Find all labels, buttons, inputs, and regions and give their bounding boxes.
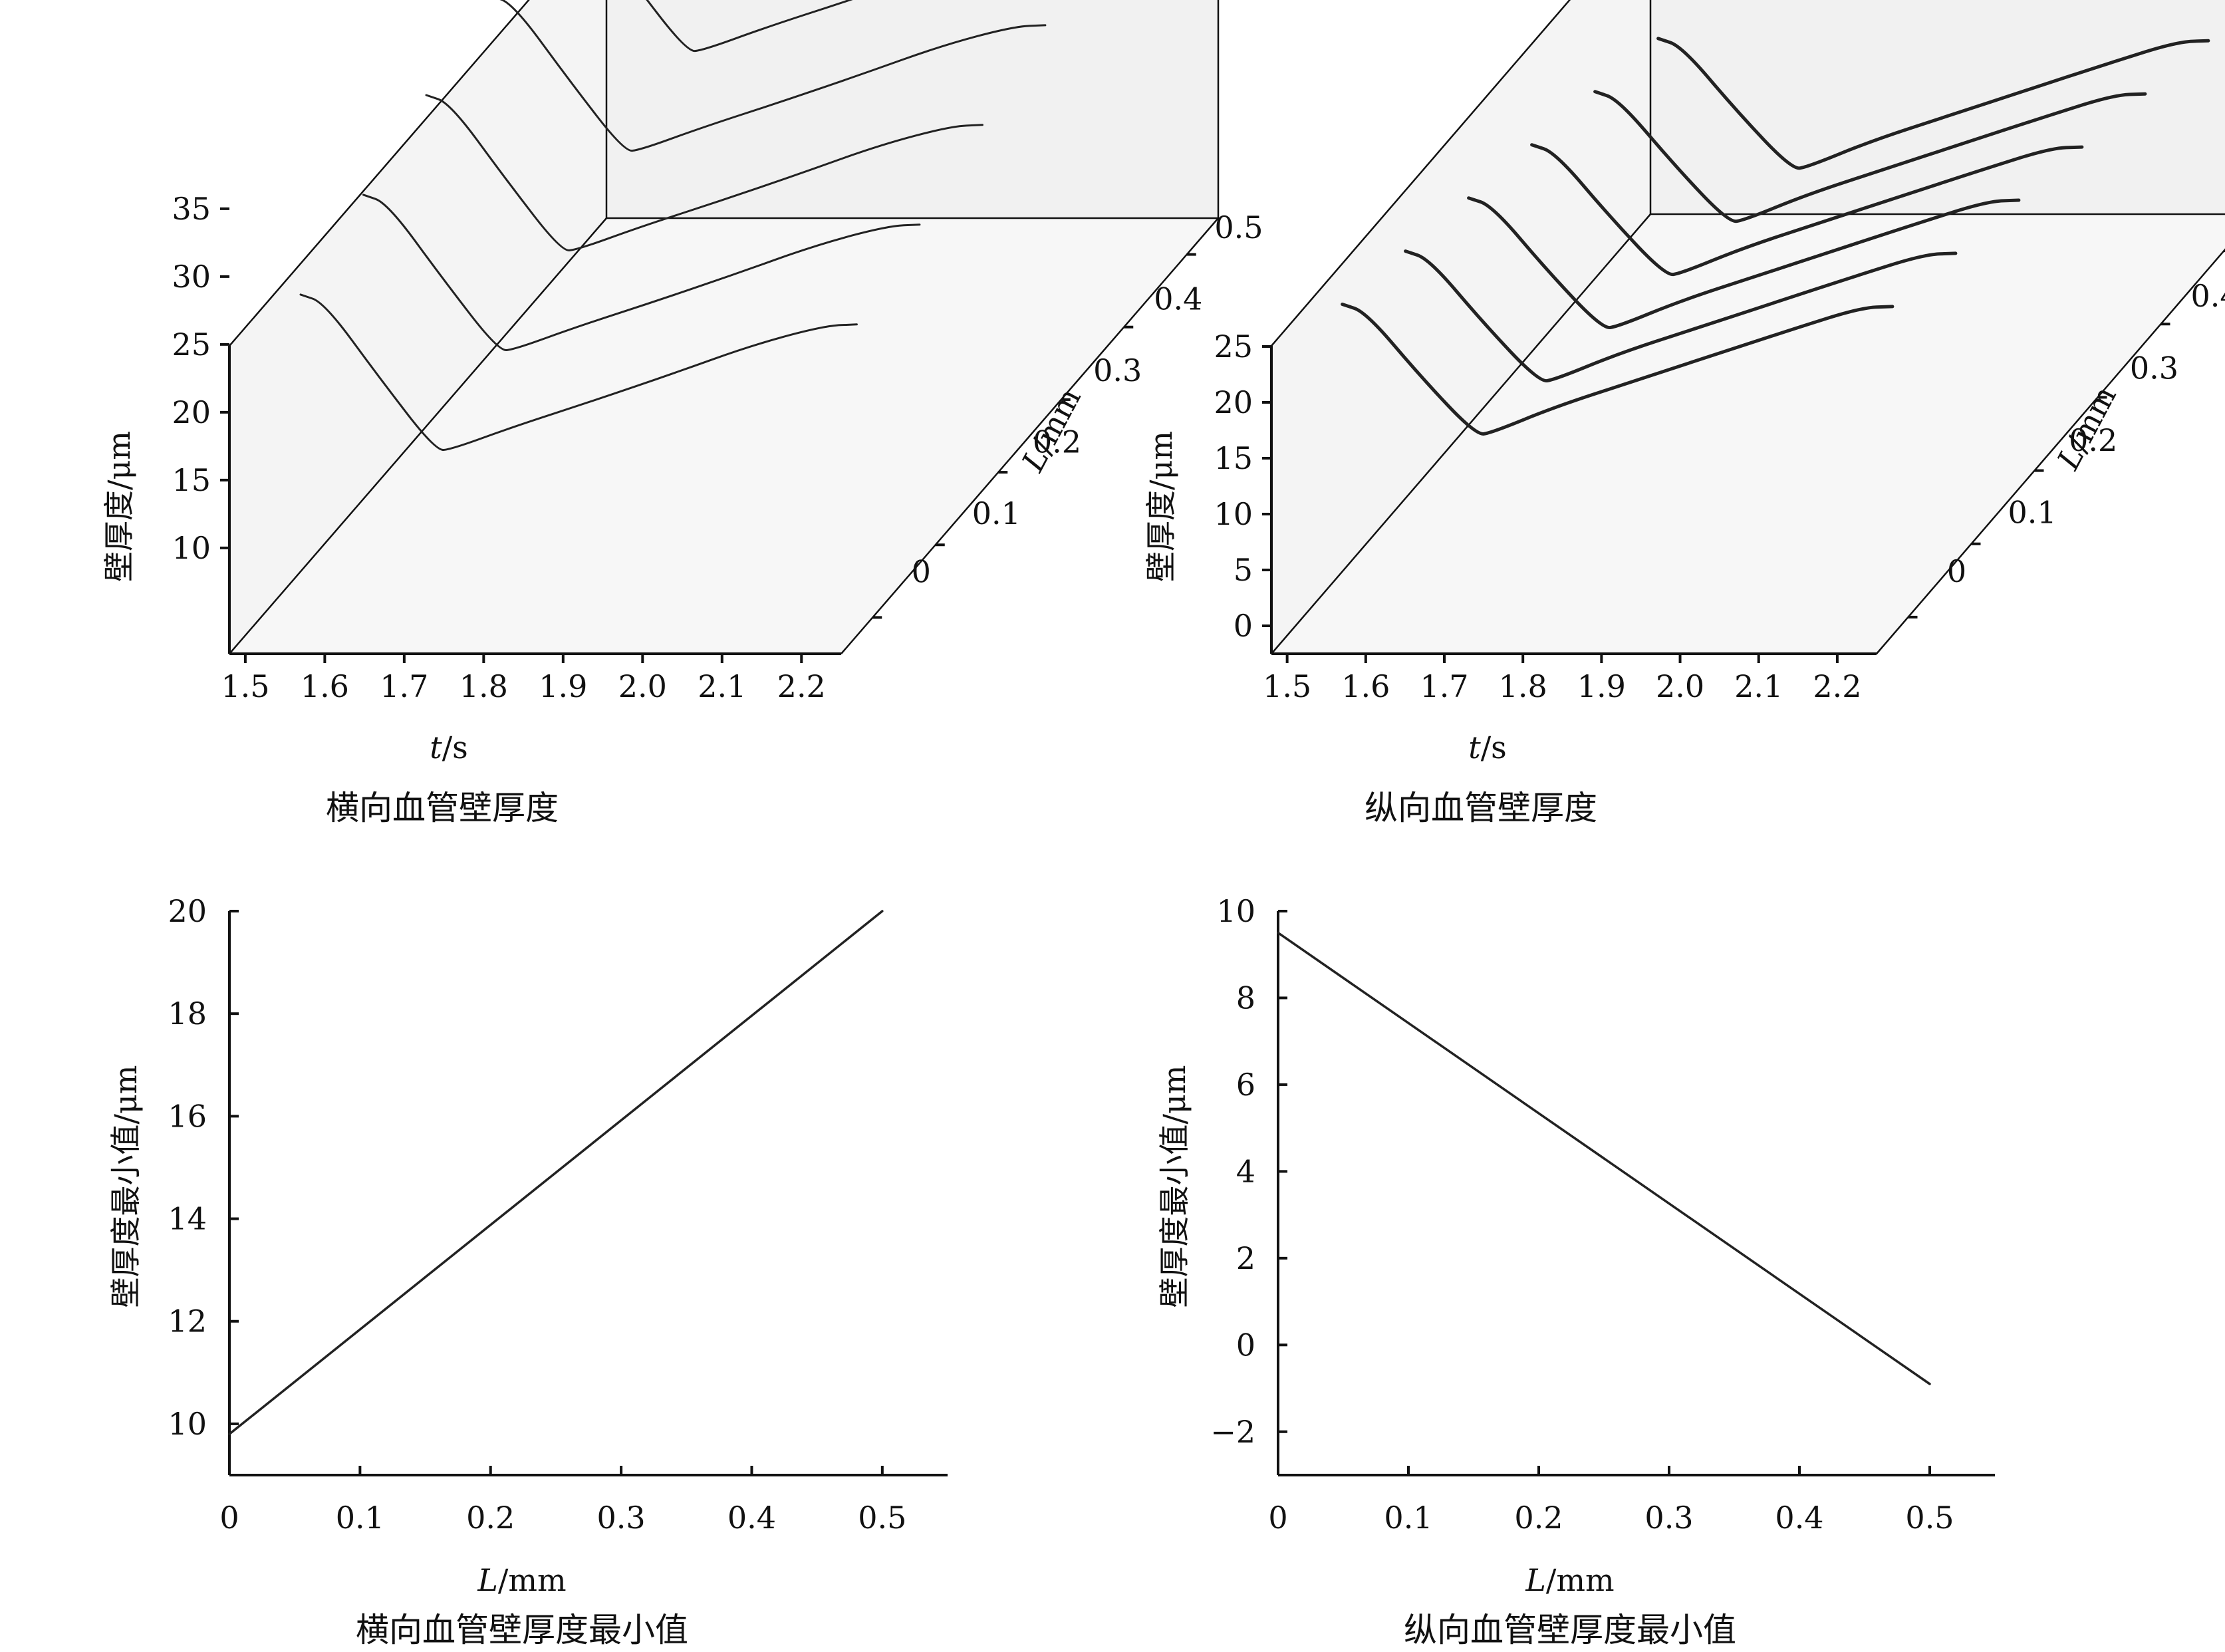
- x-tick-label: 2.0: [1656, 668, 1704, 704]
- z-tick-label: 10: [1214, 496, 1253, 532]
- back-wall: [1650, 0, 2225, 214]
- y-tick-label: 10: [1216, 893, 1255, 929]
- y-tick-label: −2: [1210, 1414, 1255, 1450]
- y-tick-label: 0: [1236, 1327, 1255, 1363]
- x-tick-label: 1.8: [459, 668, 508, 704]
- L-tick-label: 0: [1947, 553, 1966, 589]
- z-tick-label: 25: [172, 327, 211, 362]
- x-axis-title: t/s: [430, 730, 468, 765]
- z-tick-label: 10: [172, 530, 211, 566]
- x-tick-label: 2.0: [618, 668, 667, 704]
- L-tick-label: 0.3: [2130, 350, 2178, 386]
- y-tick-label: 12: [168, 1304, 207, 1339]
- chart-3d-transverse: 1.5 1.6 1.7 1.8 1.9 2.0 2.1 2.2 10 15 20 25 30 35 0 0.1…: [101, 0, 1263, 827]
- y-tick-label: 4: [1236, 1153, 1255, 1189]
- z-tick-label: 0: [1234, 608, 1253, 644]
- L-tick-label: 0.5: [1214, 209, 1263, 245]
- y-tick-label: 16: [168, 1098, 207, 1134]
- series-line: [1278, 933, 1930, 1384]
- x-tick-label: 0.4: [1775, 1500, 1823, 1536]
- chart-2d-longitudinal-min: 0 0.1 0.2 0.3 0.4 0.5 −2 0 2 4 6 8 10 L/mm 壁厚度最小值/μm 纵向…: [1156, 893, 1995, 1649]
- x-axis-title: L/mm: [477, 1562, 566, 1598]
- x-tick-label: 2.1: [1734, 668, 1783, 704]
- y-tick-label: 8: [1236, 980, 1255, 1016]
- chart-2d-transverse-min: 0 0.1 0.2 0.3 0.4 0.5 10 12 14 16 18 20 L/mm 壁厚度最小值/μ…: [108, 893, 948, 1649]
- x-tick-label: 0.1: [336, 1500, 384, 1536]
- x-tick-label: 0.5: [858, 1500, 906, 1536]
- x-tick-label: 0.5: [1905, 1500, 1954, 1536]
- L-tick-label: 0: [912, 553, 931, 589]
- x-tick-label: 0.2: [1514, 1500, 1563, 1536]
- panel-caption: 横向血管壁厚度: [326, 789, 559, 827]
- x-tick-label: 0.4: [727, 1500, 776, 1536]
- z-tick-label: 35: [172, 191, 211, 227]
- y-tick-label: 10: [168, 1406, 207, 1442]
- z-axis-title: 壁厚度/μm: [1143, 431, 1179, 582]
- x-tick-label: 2.1: [698, 668, 746, 704]
- x-tick-label: 0.2: [466, 1500, 515, 1536]
- L-tick-label: 0.3: [1093, 352, 1142, 388]
- z-tick-label: 20: [1214, 384, 1253, 420]
- L-tick-label: 0.4: [2191, 278, 2225, 314]
- x-tick-label: 1.9: [539, 668, 587, 704]
- panel-caption: 纵向血管壁厚度最小值: [1404, 1611, 1736, 1649]
- L-tick-label: 0.4: [1154, 281, 1202, 317]
- x-tick-label: 2.2: [777, 668, 826, 704]
- L-tick-label: 0.1: [2008, 494, 2057, 530]
- x-tick-label: 1.5: [221, 668, 269, 704]
- y-axis-title: 壁厚度最小值/μm: [1156, 1065, 1192, 1308]
- x-axis-title: t/s: [1468, 730, 1507, 765]
- x-tick-label: 0.1: [1384, 1500, 1432, 1536]
- x-tick-label: 0: [1268, 1500, 1287, 1536]
- y-tick-label: 2: [1236, 1240, 1255, 1276]
- z-axis-title: 壁厚度/μm: [101, 431, 137, 582]
- x-axis-title: L/mm: [1525, 1562, 1614, 1598]
- x-tick-label: 1.9: [1577, 668, 1626, 704]
- x-tick-label: 1.8: [1499, 668, 1547, 704]
- y-tick-label: 20: [168, 893, 207, 929]
- x-tick-label: 1.7: [1420, 668, 1468, 704]
- y-axis-title: 壁厚度最小值/μm: [108, 1065, 144, 1308]
- panel-caption: 纵向血管壁厚度: [1365, 789, 1597, 827]
- x-tick-label: 1.6: [301, 668, 349, 704]
- y-tick-label: 18: [168, 996, 207, 1032]
- back-wall: [606, 0, 1218, 218]
- z-tick-label: 15: [1214, 440, 1253, 476]
- z-tick-label: 30: [172, 259, 211, 295]
- x-tick-label: 1.7: [380, 668, 428, 704]
- series-line: [229, 911, 882, 1434]
- z-tick-label: 15: [172, 462, 211, 498]
- x-tick-label: 1.6: [1341, 668, 1390, 704]
- chart-3d-longitudinal: 1.5 1.6 1.7 1.8 1.9 2.0 2.1 2.2 0 5 10 15 20 25 0 0.1 0.…: [1143, 0, 2225, 827]
- x-tick-label: 0.3: [1644, 1500, 1693, 1536]
- z-tick-label: 20: [172, 394, 211, 430]
- y-tick-label: 14: [168, 1201, 207, 1237]
- L-tick-label: 0.1: [972, 495, 1021, 531]
- y-tick-label: 6: [1236, 1067, 1255, 1103]
- z-tick-label: 5: [1234, 552, 1253, 588]
- x-tick-label: 0: [219, 1500, 239, 1536]
- panel-caption: 横向血管壁厚度最小值: [356, 1611, 688, 1649]
- x-tick-label: 1.5: [1263, 668, 1311, 704]
- x-tick-label: 0.3: [597, 1500, 646, 1536]
- z-tick-label: 25: [1214, 329, 1253, 364]
- x-tick-label: 2.2: [1813, 668, 1861, 704]
